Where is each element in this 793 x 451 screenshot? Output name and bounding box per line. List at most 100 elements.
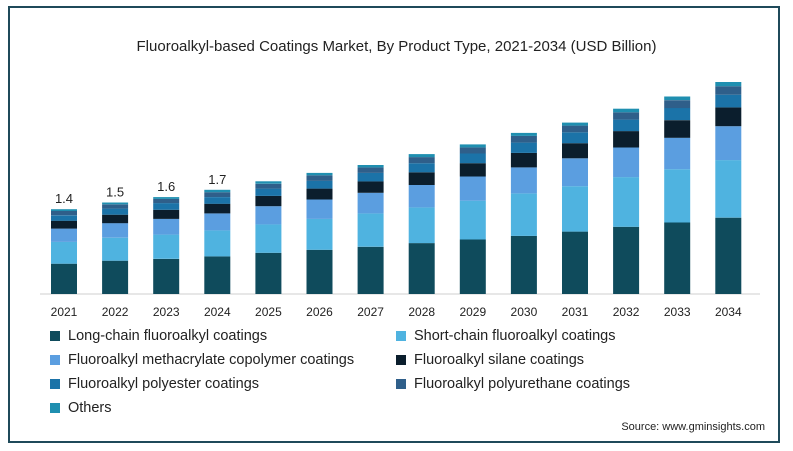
bar-segment-2023-series-1	[153, 258, 180, 294]
bar-segment-2028-series-6	[408, 157, 435, 164]
x-tick-label: 2024	[204, 305, 231, 319]
bar-segment-2023-series-7	[153, 197, 180, 199]
bar-segment-2024-series-6	[204, 192, 231, 197]
bar-segment-2025-series-3	[255, 206, 282, 225]
data-label: 1.7	[208, 172, 226, 187]
bar-segment-2028-series-7	[408, 154, 435, 158]
bar-segment-2032-series-4	[613, 131, 640, 148]
x-tick-label: 2032	[613, 305, 640, 319]
bar-segment-2029-series-4	[459, 163, 486, 177]
x-tick-label: 2028	[408, 305, 435, 319]
bar-segment-2029-series-5	[459, 153, 486, 164]
bar-segment-2028-series-3	[408, 185, 435, 208]
legend-item: Fluoroalkyl methacrylate copolymer coati…	[50, 350, 396, 370]
bar-segment-2031-series-2	[562, 186, 588, 232]
bar-segment-2021-series-5	[51, 215, 77, 221]
bar-segment-2029-series-6	[459, 147, 486, 154]
bar-segment-2029-series-1	[459, 239, 486, 294]
x-tick-label: 2023	[153, 305, 180, 319]
bar-segment-2034-series-3	[715, 126, 742, 161]
bar-segment-2026-series-3	[306, 199, 333, 219]
bar-segment-2022-series-5	[102, 208, 129, 215]
bar-segment-2024-series-4	[204, 203, 231, 214]
x-tick-label: 2030	[511, 305, 538, 319]
bar-segment-2030-series-5	[510, 142, 537, 153]
bar-segment-2024-series-7	[204, 189, 231, 193]
x-tick-label: 2031	[562, 305, 589, 319]
bar-segment-2027-series-3	[357, 192, 384, 214]
bar-segment-2027-series-1	[357, 246, 384, 294]
x-tick-label: 2021	[51, 305, 78, 319]
bar-segment-2026-series-4	[306, 188, 333, 200]
bar-segment-2028-series-5	[408, 163, 435, 173]
legend-item: Long-chain fluoroalkyl coatings	[50, 326, 396, 346]
bar-segment-2031-series-1	[562, 231, 588, 294]
bar-segment-2021-series-6	[51, 211, 77, 216]
legend-item: Fluoroalkyl silane coatings	[396, 350, 716, 370]
bar-segment-2033-series-1	[664, 222, 691, 294]
bar-segment-2025-series-4	[255, 195, 282, 207]
bar-segment-2024-series-5	[204, 197, 231, 204]
bar-segment-2022-series-3	[102, 223, 129, 238]
legend-item: Others	[50, 398, 396, 418]
data-label: 1.5	[106, 185, 124, 200]
bar-segment-2028-series-4	[408, 172, 435, 185]
bar-segment-2032-series-7	[613, 108, 640, 113]
legend-swatch	[396, 355, 406, 365]
bar-segment-2021-series-1	[51, 263, 77, 294]
chart-frame	[8, 6, 780, 443]
x-tick-label: 2025	[255, 305, 282, 319]
legend-label: Fluoroalkyl silane coatings	[414, 352, 585, 368]
bar-segment-2026-series-5	[306, 180, 333, 189]
bar-segment-2021-series-7	[51, 209, 77, 211]
bar-segment-2022-series-7	[102, 202, 129, 205]
bar-segment-2023-series-5	[153, 203, 180, 210]
bar-segment-2023-series-4	[153, 209, 180, 219]
bar-segment-2030-series-7	[510, 132, 537, 136]
bar-segment-2030-series-1	[510, 235, 537, 294]
bar-segment-2022-series-1	[102, 260, 129, 294]
bar-segment-2021-series-3	[51, 228, 77, 242]
bar-segment-2025-series-2	[255, 224, 282, 253]
data-label: 1.4	[55, 191, 73, 206]
x-tick-label: 2034	[715, 305, 742, 319]
bar-segment-2031-series-3	[562, 158, 588, 187]
bar-segment-2030-series-4	[510, 152, 537, 168]
bar-segment-2030-series-2	[510, 193, 537, 236]
legend: Long-chain fluoroalkyl coatings Short-cha…	[50, 326, 730, 418]
bar-segment-2027-series-7	[357, 165, 384, 168]
bar-segment-2026-series-2	[306, 218, 333, 250]
bar-segment-2021-series-2	[51, 241, 77, 264]
bar-segment-2026-series-6	[306, 175, 333, 181]
chart-title: Fluoroalkyl-based Coatings Market, By Pr…	[136, 38, 657, 55]
bar-segment-2031-series-7	[562, 122, 588, 126]
data-label: 1.6	[157, 179, 175, 194]
bar-segment-2034-series-6	[715, 86, 742, 95]
x-tick-label: 2027	[357, 305, 384, 319]
bar-segment-2033-series-2	[664, 169, 691, 223]
legend-swatch	[50, 355, 60, 365]
bar-segment-2023-series-3	[153, 218, 180, 235]
bar-segment-2030-series-6	[510, 135, 537, 143]
bar-segment-2034-series-5	[715, 94, 742, 108]
bar-segment-2021-series-4	[51, 220, 77, 229]
bar-segment-2033-series-7	[664, 96, 691, 101]
bar-segment-2024-series-3	[204, 213, 231, 231]
bar-segment-2025-series-7	[255, 181, 282, 184]
legend-label: Fluoroalkyl polyurethane coatings	[414, 376, 631, 392]
bar-segment-2022-series-6	[102, 204, 129, 209]
bar-segment-2027-series-6	[357, 167, 384, 173]
legend-item: Fluoroalkyl polyurethane coatings	[396, 374, 716, 394]
legend-swatch	[50, 379, 60, 389]
bar-segment-2031-series-6	[562, 125, 588, 133]
bar-segment-2033-series-6	[664, 100, 691, 109]
legend-label: Fluoroalkyl polyester coatings	[68, 376, 260, 392]
bar-segment-2030-series-3	[510, 167, 537, 194]
bar-segment-2027-series-2	[357, 213, 384, 247]
bar-segment-2027-series-4	[357, 181, 384, 193]
bar-segment-2029-series-2	[459, 200, 486, 240]
bar-segment-2032-series-5	[613, 119, 640, 132]
x-tick-label: 2029	[459, 305, 486, 319]
bar-segment-2034-series-2	[715, 160, 742, 218]
bar-segment-2034-series-7	[715, 82, 742, 87]
